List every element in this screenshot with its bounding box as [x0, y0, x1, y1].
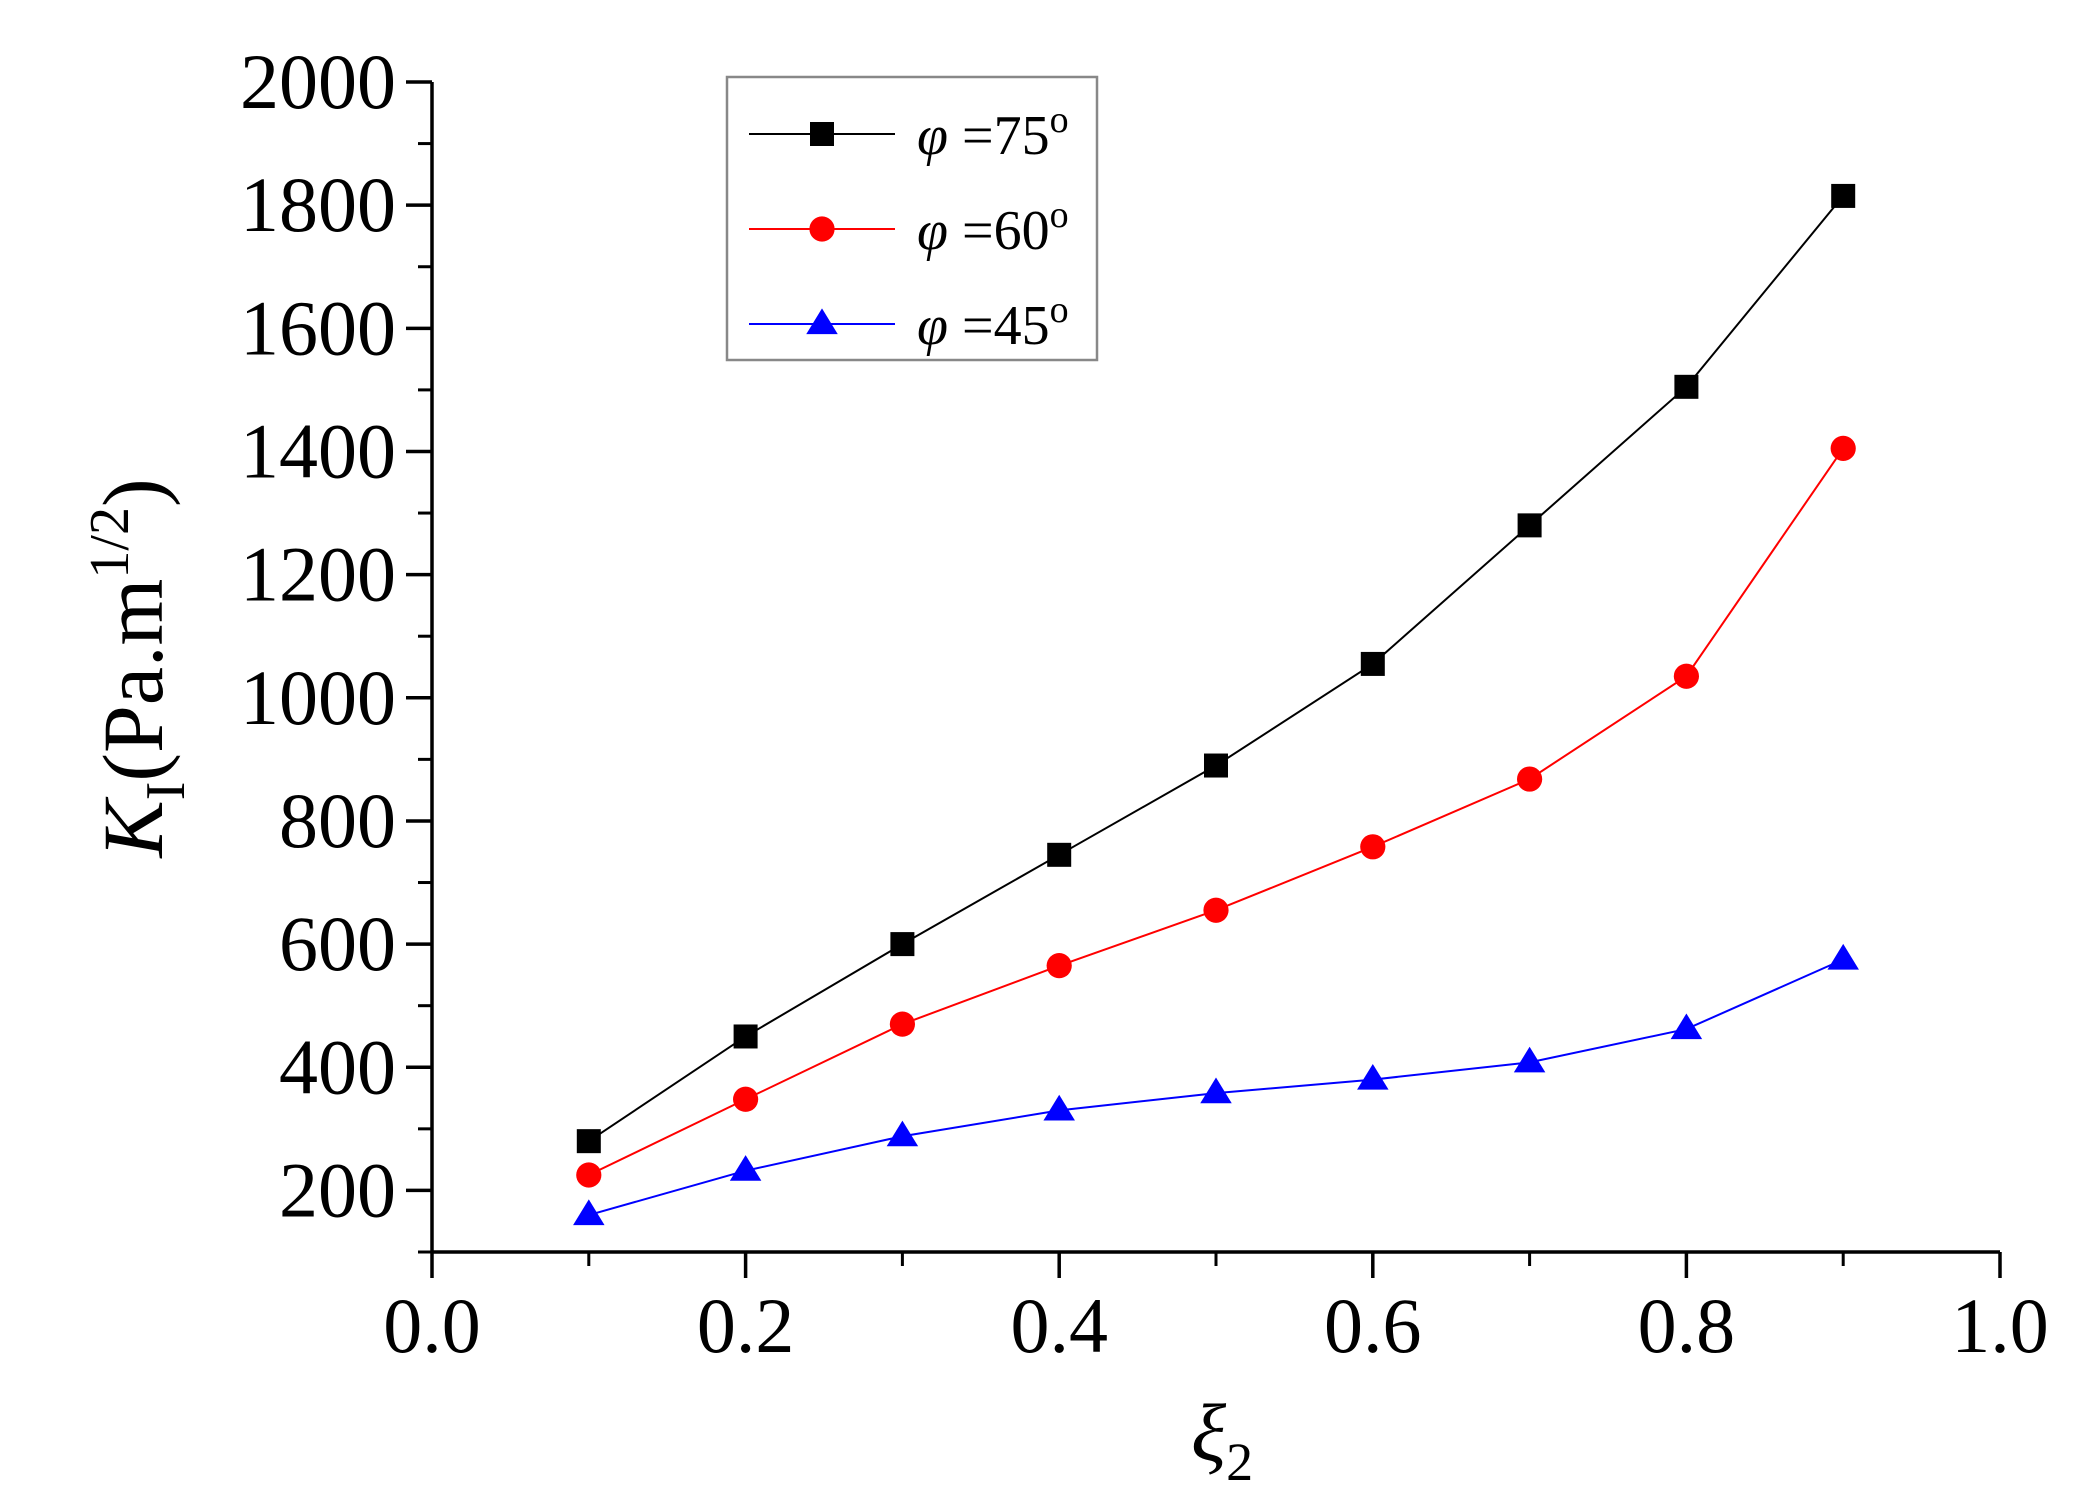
- x-tick-label: 1.0: [1951, 1282, 2049, 1369]
- legend-label: φ =75o: [917, 99, 1069, 167]
- legend-box: [725, 75, 1099, 362]
- legend-label: φ =60o: [917, 194, 1069, 262]
- data-point-square: [1360, 651, 1385, 676]
- x-axis-title: ξ2: [1191, 1387, 1253, 1492]
- legend-entry: φ =75o: [749, 99, 1069, 167]
- y-axis-title: KI(Pa.m1/2): [79, 478, 197, 859]
- y-tick-label: 800: [279, 777, 396, 864]
- data-point-square: [1047, 842, 1072, 867]
- data-point-triangle: [1357, 1063, 1389, 1090]
- y-tick-label: 1000: [240, 654, 396, 741]
- data-point-circle: [733, 1086, 759, 1112]
- series-3: [573, 943, 1859, 1226]
- data-point-circle: [1517, 766, 1543, 792]
- data-point-triangle: [729, 1155, 762, 1181]
- x-tick-label: 0.4: [1010, 1282, 1108, 1369]
- data-point-square: [1674, 374, 1699, 399]
- data-point-triangle: [1200, 1077, 1232, 1104]
- axes: 200 400 600 800 1000 1200 1400 1600 1800 2000 0.0 0…: [240, 38, 2049, 1369]
- legend-marker-circle: [809, 216, 835, 242]
- data-point-triangle: [1043, 1094, 1075, 1121]
- data-point-triangle: [573, 1199, 605, 1226]
- x-tick-label: 0.8: [1638, 1282, 1736, 1369]
- data-point-square: [890, 932, 915, 957]
- data-point-circle: [1203, 897, 1229, 923]
- data-point-circle: [576, 1162, 602, 1188]
- x-tick-label: 0.2: [697, 1282, 795, 1369]
- legend-marker-triangle: [806, 308, 838, 335]
- data-point-triangle: [886, 1120, 919, 1147]
- axis-titles: ξ2 KI(Pa.m1/2): [79, 478, 1253, 1492]
- y-tick-label: 1800: [240, 161, 396, 248]
- data-point-circle: [1360, 834, 1386, 860]
- data-point-square: [1831, 183, 1856, 208]
- y-tick-label: 600: [279, 900, 396, 987]
- y-tick-label: 1600: [240, 284, 396, 371]
- data-point-triangle: [1670, 1013, 1703, 1040]
- data-point-square: [1517, 513, 1542, 538]
- legend: φ =75o φ =60o φ =45o: [725, 75, 1099, 362]
- legend-marker-square: [810, 122, 834, 146]
- data-point-circle: [1673, 663, 1699, 689]
- data-point-triangle: [1513, 1046, 1546, 1073]
- series-layer: [573, 183, 1859, 1226]
- legend-entry: φ =45o: [749, 289, 1069, 357]
- data-point-circle: [1830, 435, 1856, 461]
- data-point-square: [733, 1024, 758, 1049]
- series-1: [576, 183, 1856, 1154]
- y-tick-label: 200: [279, 1146, 396, 1233]
- y-tick-label: 400: [279, 1023, 396, 1110]
- series-2: [576, 435, 1856, 1188]
- x-tick-label: 0.6: [1324, 1282, 1422, 1369]
- data-point-square: [1204, 753, 1228, 778]
- data-point-circle: [889, 1011, 916, 1037]
- data-point-square: [576, 1129, 601, 1154]
- legend-label: φ =45o: [917, 289, 1069, 357]
- y-tick-label: 1400: [240, 407, 396, 494]
- series-line: [588, 447, 1845, 1176]
- data-point-circle: [1046, 953, 1072, 979]
- x-tick-label: 0.0: [383, 1282, 481, 1369]
- legend-entry: φ =60o: [749, 194, 1069, 262]
- y-tick-label: 1200: [240, 531, 396, 618]
- data-point-triangle: [1827, 943, 1859, 970]
- y-tick-label: 2000: [240, 38, 396, 125]
